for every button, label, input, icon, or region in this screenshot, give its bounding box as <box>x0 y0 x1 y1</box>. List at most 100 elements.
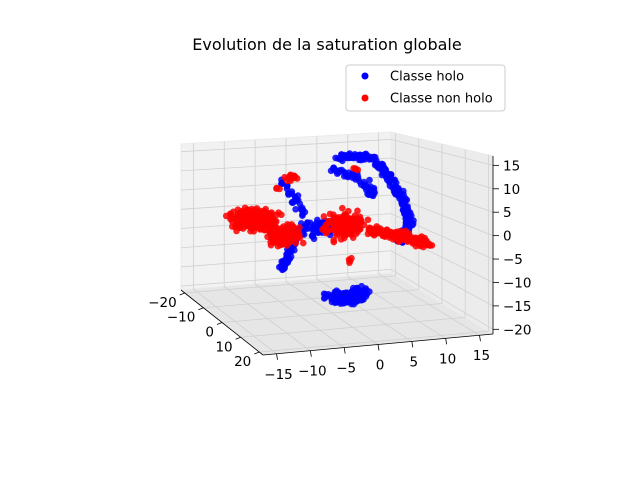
point-holo <box>282 259 290 266</box>
point-non-holo <box>352 165 359 173</box>
x-tick-label: −20 <box>148 295 177 311</box>
z-gridline-right <box>390 139 494 166</box>
legend-label-holo: Classe holo <box>390 70 464 85</box>
y-tick-label: 0 <box>376 358 385 374</box>
point-holo <box>279 266 286 274</box>
point-non-holo <box>241 204 249 212</box>
z-tick-label: −20 <box>503 322 532 338</box>
y-tick-mark <box>276 353 278 360</box>
y-tick-label: −15 <box>264 367 293 383</box>
point-non-holo <box>233 227 240 235</box>
y-tick-mark <box>309 350 312 357</box>
point-non-holo <box>388 231 395 239</box>
point-non-holo <box>288 228 296 235</box>
point-non-holo <box>354 219 362 227</box>
y-tick-label: 5 <box>410 354 419 370</box>
z-gridline-right <box>390 268 494 330</box>
y-tick-label: 15 <box>473 348 490 364</box>
point-non-holo <box>370 232 378 239</box>
point-non-holo <box>273 184 280 192</box>
point-holo <box>339 292 347 299</box>
y-tick-label: −10 <box>298 364 327 380</box>
point-non-holo <box>339 204 346 212</box>
legend-box <box>345 64 506 112</box>
point-non-holo <box>273 211 280 219</box>
point-holo <box>348 289 355 296</box>
point-holo <box>320 295 328 302</box>
point-non-holo <box>374 225 382 232</box>
point-non-holo <box>270 218 277 225</box>
y-gridline-floor <box>193 288 277 355</box>
point-holo <box>350 173 358 180</box>
point-holo <box>381 167 389 174</box>
z-tick-label: −15 <box>503 299 532 315</box>
point-holo <box>314 226 321 233</box>
y-gridline-floor <box>223 286 311 351</box>
point-non-holo <box>278 211 285 219</box>
point-non-holo <box>238 215 246 223</box>
point-holo <box>369 155 376 163</box>
point-non-holo <box>320 213 328 220</box>
z-tick-label: 0 <box>503 229 512 245</box>
z-gridline-right <box>390 250 494 307</box>
point-holo <box>328 292 335 300</box>
point-non-holo <box>295 228 302 235</box>
point-holo <box>287 253 295 260</box>
x-tick-mark <box>216 322 223 325</box>
legend-marker-non-holo <box>361 94 369 102</box>
z-gridline-left <box>180 139 392 153</box>
x-tick-label: −10 <box>167 310 196 326</box>
point-holo <box>336 155 344 163</box>
point-non-holo <box>324 227 332 235</box>
point-holo <box>310 235 318 243</box>
point-non-holo <box>272 231 280 238</box>
z-tick-label: 5 <box>503 205 512 221</box>
point-non-holo <box>425 240 432 248</box>
x-tick-mark <box>254 351 260 355</box>
point-holo <box>361 181 369 189</box>
point-non-holo <box>291 236 299 243</box>
point-non-holo <box>261 226 268 234</box>
point-holo <box>283 183 291 190</box>
point-holo <box>292 205 299 213</box>
x-tick-label: 10 <box>215 339 232 355</box>
legend: Classe holo Classe non holo <box>345 64 506 112</box>
point-holo <box>366 176 373 184</box>
point-holo <box>299 212 306 219</box>
y-tick-mark <box>479 335 481 342</box>
point-holo <box>400 198 408 206</box>
point-holo <box>351 154 358 161</box>
x-tick-mark <box>198 307 204 311</box>
point-holo <box>386 174 394 182</box>
point-holo <box>392 182 399 190</box>
axes-panes <box>179 131 495 356</box>
point-non-holo <box>342 232 349 239</box>
point-non-holo <box>229 223 236 230</box>
point-holo <box>405 220 412 228</box>
point-non-holo <box>356 225 364 233</box>
y-ticks: −15 −10 −5 0 5 10 15 <box>264 335 490 383</box>
point-non-holo <box>349 234 357 241</box>
point-non-holo <box>354 207 361 215</box>
point-non-holo <box>365 225 373 233</box>
point-holo <box>278 179 285 187</box>
z-tick-label: 15 <box>503 158 520 174</box>
point-non-holo <box>291 174 298 182</box>
y-tick-label: 10 <box>439 351 456 367</box>
point-non-holo <box>299 239 307 247</box>
z-gridline-left <box>180 194 392 210</box>
point-non-holo <box>325 217 333 225</box>
point-non-holo <box>278 231 285 239</box>
point-holo <box>353 285 361 293</box>
point-non-holo <box>247 219 254 227</box>
y-tick-mark <box>343 347 346 354</box>
point-non-holo <box>413 238 420 246</box>
point-non-holo <box>346 259 353 267</box>
y-tick-mark <box>377 344 380 351</box>
point-non-holo <box>246 212 254 219</box>
point-holo <box>343 153 351 161</box>
scatter-points <box>222 150 436 308</box>
y-gridline-floor <box>254 283 345 348</box>
y-gridline-floor <box>285 281 379 345</box>
